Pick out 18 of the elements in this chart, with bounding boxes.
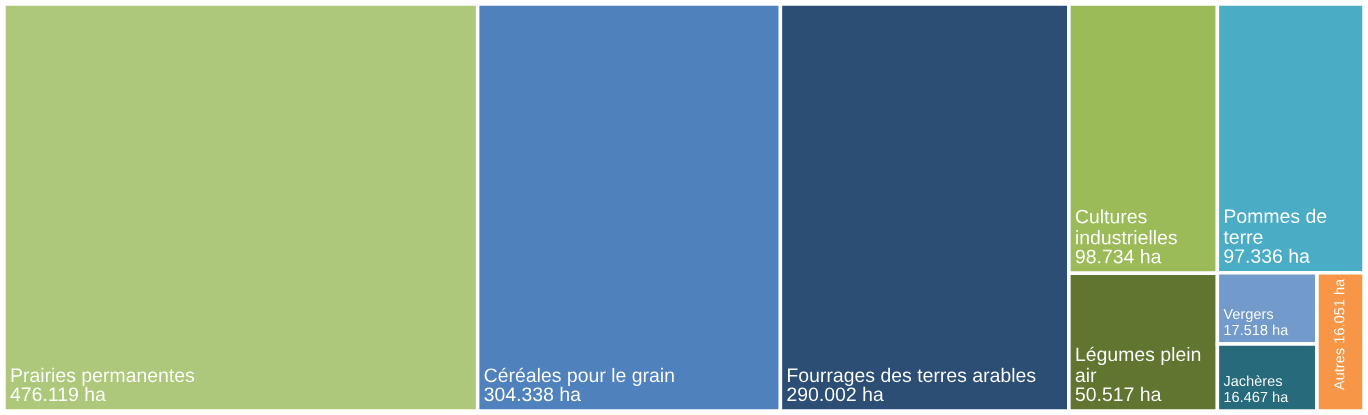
- data-label: 50.517 ha: [1075, 386, 1162, 402]
- data-label: 16.051 ha: [1333, 278, 1345, 343]
- data-label: 304.338 ha: [484, 386, 581, 402]
- category-label: Fourrages des terres arables: [788, 367, 1036, 386]
- data-label: 17.518 ha: [1224, 324, 1289, 336]
- category-label: Autres: [1334, 348, 1345, 391]
- data-label: 97.336 ha: [1224, 248, 1310, 263]
- data-label: 98.734 ha: [1075, 249, 1162, 264]
- category-label: Prairies permanentes: [11, 367, 195, 386]
- data-label: 16.467 ha: [1224, 391, 1289, 403]
- category-label: Pommes de terre: [1223, 208, 1327, 244]
- data-label: 476.119 ha: [10, 386, 106, 402]
- data-label: 290.002 ha: [787, 386, 884, 402]
- category-label: Jachères: [1223, 375, 1283, 387]
- category-label: Cultures industrielles: [1075, 209, 1177, 245]
- category-label: Céréales pour le grain: [484, 367, 674, 386]
- category-label: Vergers: [1223, 308, 1274, 323]
- category-label: Légumes plein air: [1075, 346, 1201, 383]
